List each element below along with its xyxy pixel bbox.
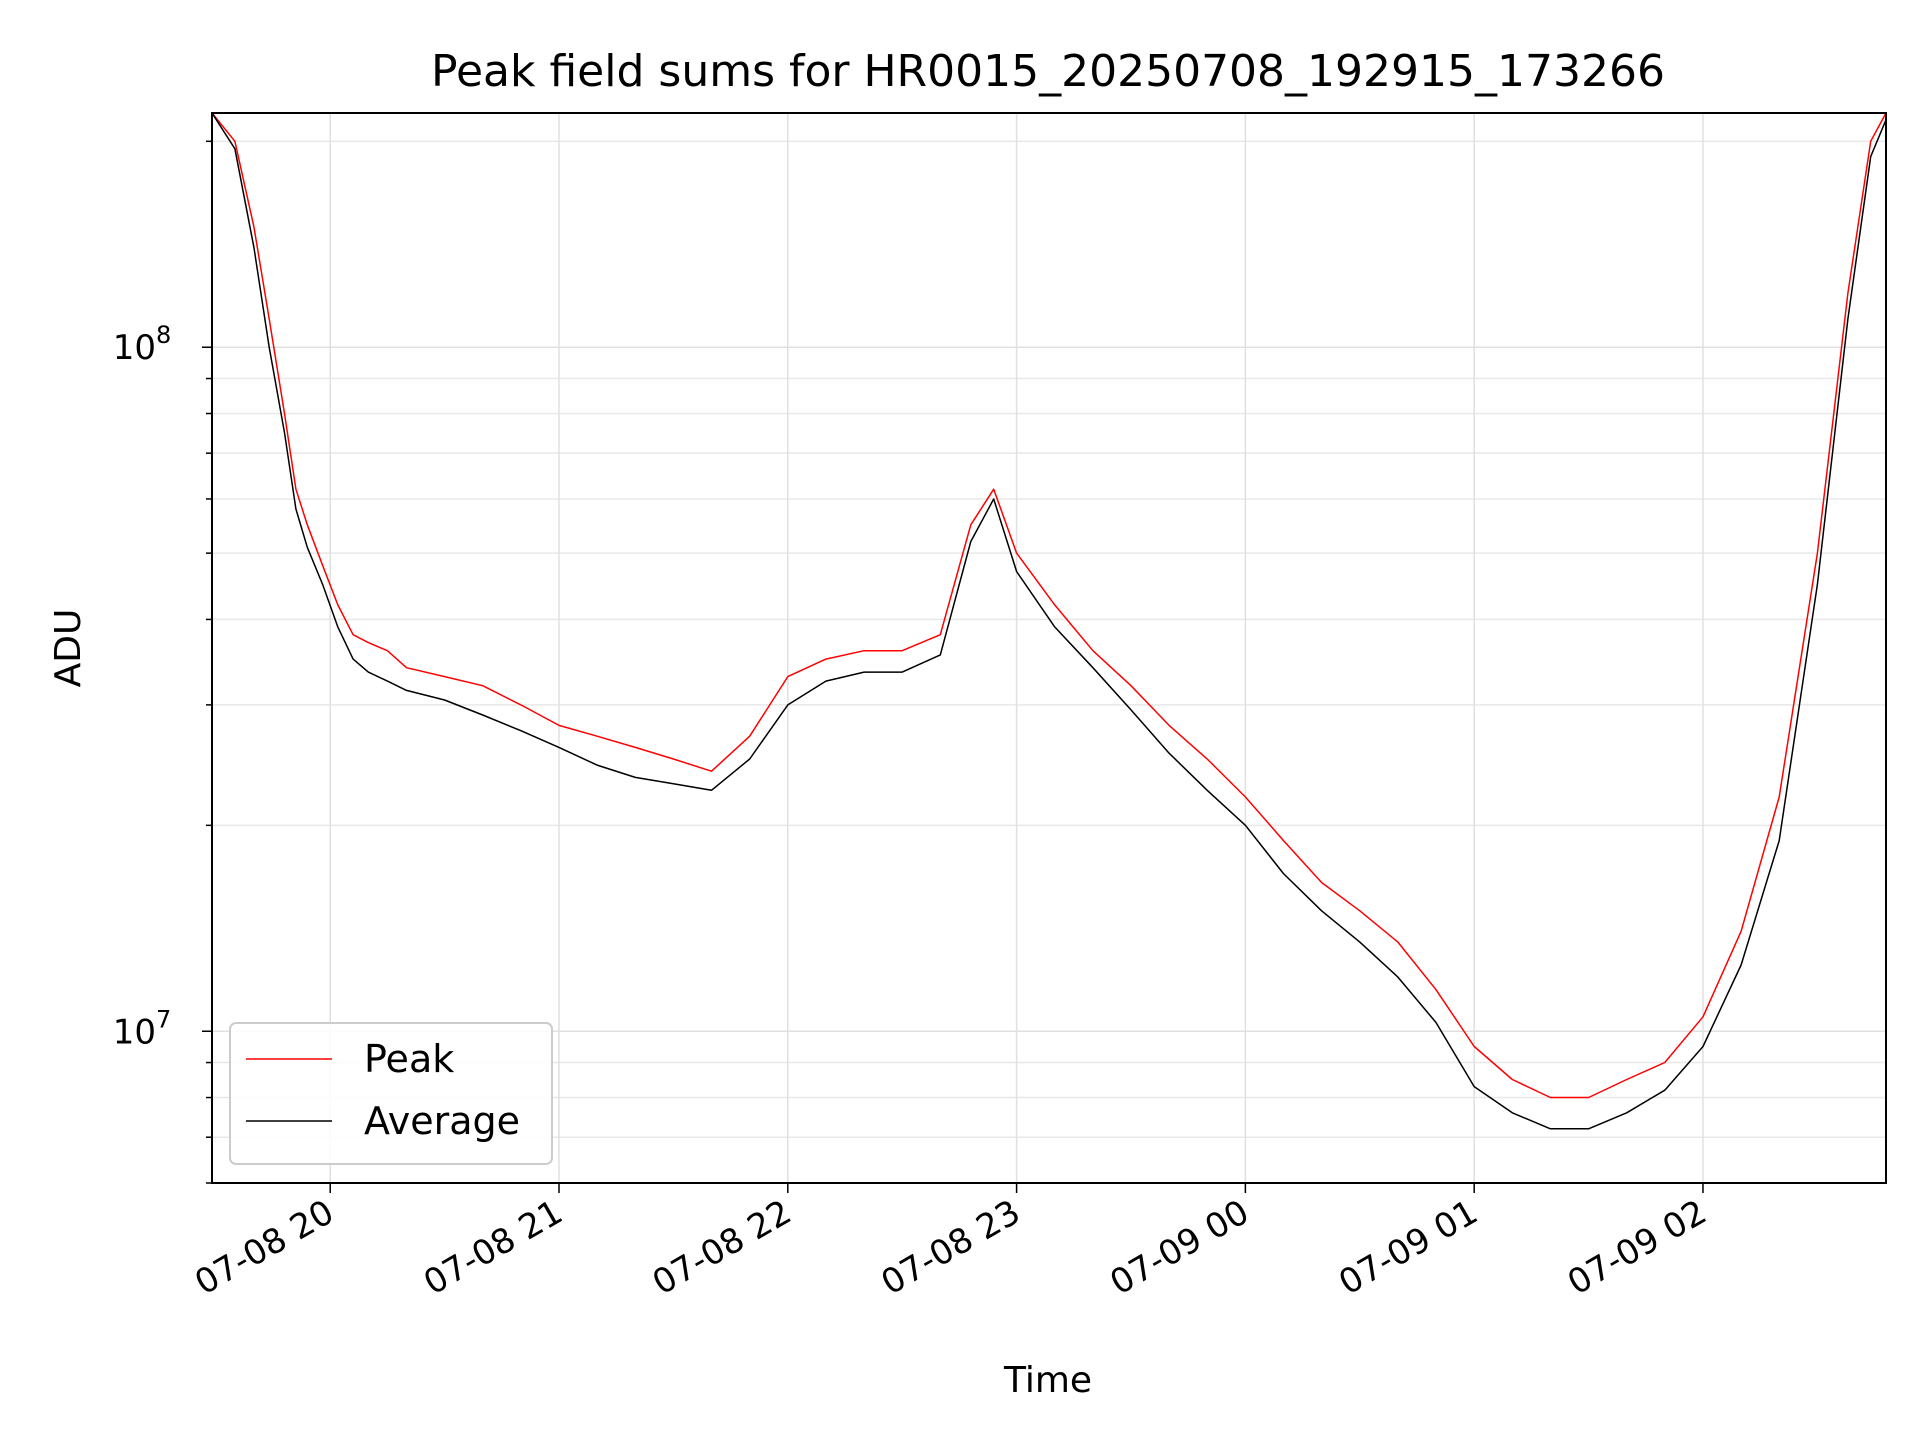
legend: Peak Average [229,1022,553,1165]
series-line-average [211,112,1887,1130]
x-axis-label: Time [1003,1360,1092,1401]
series-line-peak [211,112,1887,1099]
y-tick-label: 107 [113,1005,172,1052]
chart-title: Peak field sums for HR0015_20250708_1929… [431,46,1665,97]
y-tick-label: 108 [113,321,172,368]
legend-label-peak: Peak [364,1037,454,1081]
y-axis-label: ADU [48,609,89,688]
legend-label-average: Average [364,1099,520,1143]
plot-frame [211,112,1887,1184]
series-lines [211,112,1887,1130]
